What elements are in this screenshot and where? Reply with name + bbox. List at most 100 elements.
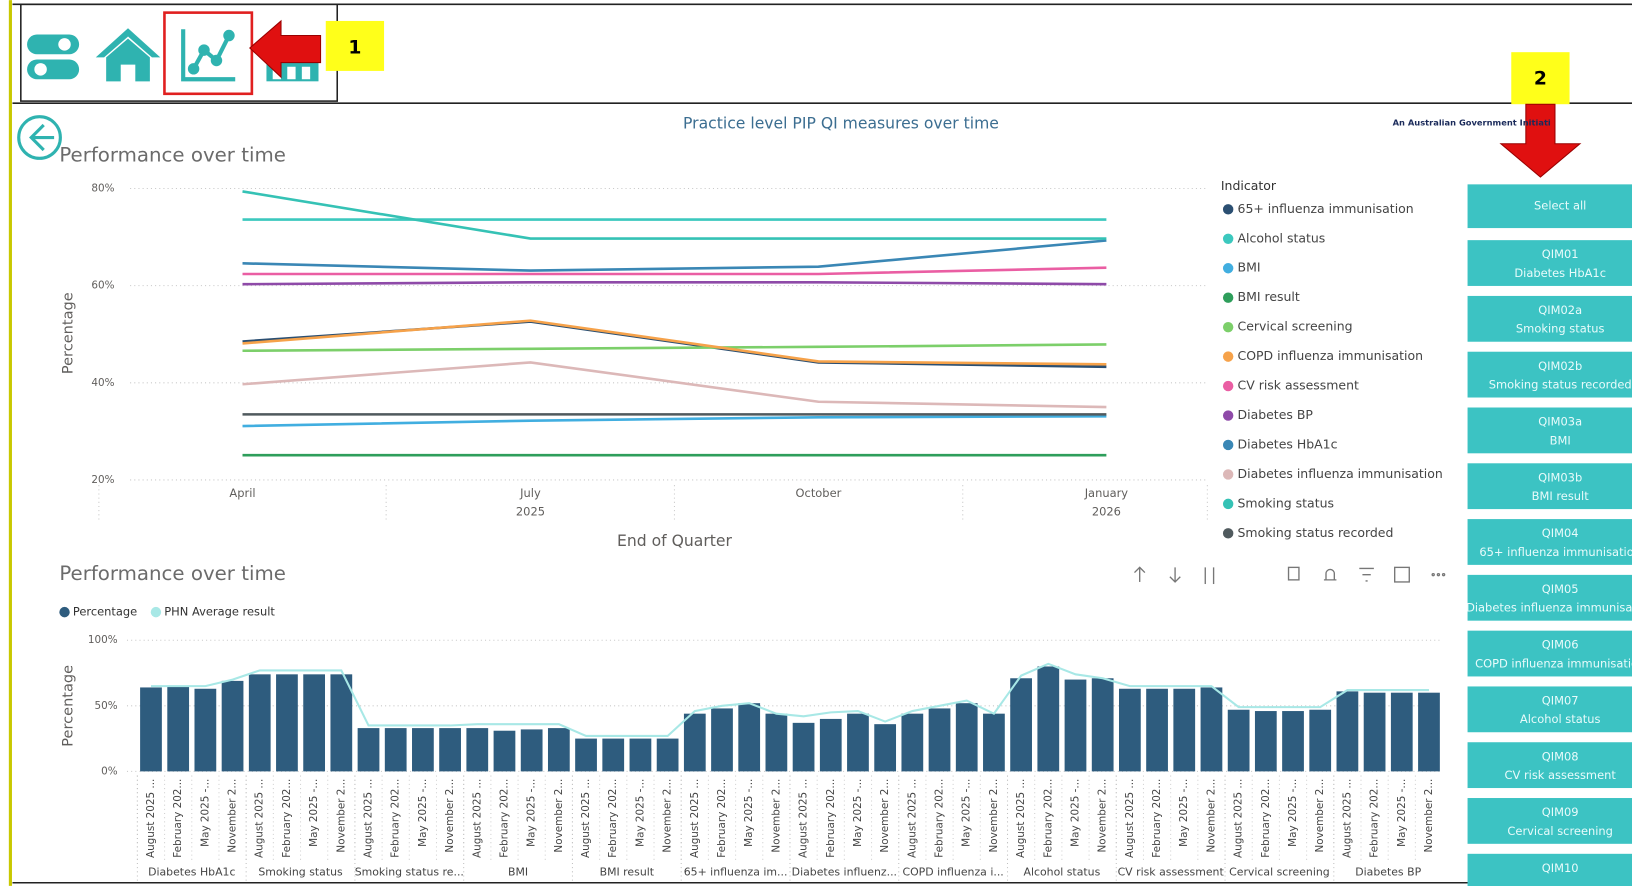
series-line xyxy=(242,239,1107,272)
group-label: Cervical screening xyxy=(1229,865,1330,878)
legend-label: COPD influenza immunisation xyxy=(1238,348,1424,363)
bar xyxy=(547,728,570,772)
button-label: Select all xyxy=(1534,199,1586,213)
slicer-button[interactable]: Select all xyxy=(1467,184,1632,229)
legend-title: Indicator xyxy=(1221,178,1277,193)
button-background xyxy=(1467,184,1632,229)
callout-label: 1 xyxy=(348,38,361,59)
legend-marker xyxy=(1222,439,1234,451)
x-tick-label: February 202... xyxy=(390,779,402,858)
x-tick-label: May 2025 -... xyxy=(743,779,755,847)
slicer-button[interactable]: QIM02b Smoking status recorded xyxy=(1467,351,1632,398)
legend-label: BMI xyxy=(1238,260,1261,275)
button-label: COPD influenza immunisation xyxy=(1475,656,1632,670)
x-tick-label: November 2... xyxy=(1205,779,1217,853)
button-code: QIM08 xyxy=(1542,749,1579,763)
slicer-button[interactable]: QIM01 Diabetes HbA1c xyxy=(1467,240,1632,286)
group-label: Diabetes BP xyxy=(1355,865,1421,878)
callout-box-1 xyxy=(325,20,385,71)
button-code: QIM03b xyxy=(1538,470,1582,484)
slicer-button[interactable]: QIM04 65+ influenza immunisation xyxy=(1467,519,1632,565)
legend-marker xyxy=(1222,292,1234,303)
button-label: BMI result xyxy=(1532,489,1590,503)
bar xyxy=(711,708,733,772)
bar xyxy=(1010,678,1032,772)
bar xyxy=(221,680,244,772)
legend-label: Diabetes HbA1c xyxy=(1238,436,1338,451)
slicer-button[interactable]: QIM02a Smoking status xyxy=(1467,295,1632,342)
back-button[interactable] xyxy=(17,115,62,160)
x-tick-label: August 2025 ... xyxy=(1124,779,1136,858)
home-icon[interactable] xyxy=(95,28,161,82)
group-label: CV risk assessment xyxy=(1118,865,1225,878)
button-background xyxy=(1467,742,1632,789)
slicer-button[interactable]: QIM06 COPD influenza immunisation xyxy=(1467,630,1632,677)
group-label: Diabetes HbA1c xyxy=(148,865,235,878)
logo-text: An Australian Government Initiati xyxy=(1393,117,1551,127)
bar xyxy=(928,708,951,772)
x-tick-label: May 2025 -... xyxy=(1178,779,1190,847)
x-tick-label: February 202... xyxy=(934,779,946,858)
bar xyxy=(656,738,679,772)
x-tick-label: May 2025 -... xyxy=(1287,779,1299,847)
button-label: 65+ influenza immunisation xyxy=(1479,545,1632,559)
group-label: BMI xyxy=(508,865,528,878)
y-axis-label: Percentage xyxy=(60,665,77,747)
legend-label: BMI result xyxy=(1238,289,1300,304)
report-title: Practice level PIP QI measures over time xyxy=(683,114,999,132)
bar xyxy=(248,674,271,772)
slicer-button[interactable]: QIM10 xyxy=(1467,853,1632,886)
button-label: BMI xyxy=(1550,433,1571,447)
line-chart-icon[interactable] xyxy=(181,29,236,82)
x-tick-label: February 202... xyxy=(1260,779,1272,858)
button-code: QIM10 xyxy=(1542,861,1579,875)
button-label: CV risk assessment xyxy=(1505,768,1617,782)
x-tick-label: May 2025 -... xyxy=(634,779,646,847)
series-line xyxy=(242,415,1107,428)
bar xyxy=(1309,709,1332,772)
slicer-button[interactable]: QIM08 CV risk assessment xyxy=(1467,742,1632,789)
series-line xyxy=(242,190,1107,240)
series-line xyxy=(242,343,1107,353)
bar xyxy=(683,713,706,772)
legend-marker xyxy=(1222,233,1234,244)
slicer-button[interactable]: QIM09 Cervical screening xyxy=(1467,798,1632,844)
slicer-button[interactable]: QIM03a BMI xyxy=(1467,407,1632,454)
x-tick-label: November 2... xyxy=(553,779,565,853)
y-tick-label: 60% xyxy=(91,280,114,292)
toggle-icon[interactable] xyxy=(27,34,80,80)
x-tick-label: November 2... xyxy=(444,779,456,853)
y-tick-label: 20% xyxy=(91,474,114,486)
bar xyxy=(874,724,897,772)
bar xyxy=(629,738,652,772)
legend-marker xyxy=(1222,528,1234,539)
bar xyxy=(384,728,407,772)
x-tick-label: February 202... xyxy=(825,779,837,858)
x-tick-sublabel: 2026 xyxy=(1092,505,1121,519)
slicer-button[interactable]: QIM07 Alcohol status xyxy=(1467,686,1632,733)
series-line xyxy=(242,319,1107,366)
x-tick-label: May 2025 -... xyxy=(308,779,320,847)
visual-header-icons[interactable] xyxy=(1134,566,1446,585)
slicer-button[interactable]: QIM05 Diabetes influenza immunisation xyxy=(1466,574,1632,621)
x-tick-label: May 2025 -... xyxy=(526,779,538,847)
button-code: QIM02a xyxy=(1538,303,1582,317)
bar xyxy=(765,713,788,772)
button-background xyxy=(1467,519,1632,565)
slicer-button[interactable]: QIM03b BMI result xyxy=(1467,463,1632,510)
bar xyxy=(847,713,869,772)
x-tick-label: August 2025 ... xyxy=(254,779,266,858)
bar xyxy=(1418,692,1440,772)
x-tick-label: November 2... xyxy=(662,779,674,853)
button-code: QIM01 xyxy=(1542,247,1579,261)
bar xyxy=(1173,688,1196,772)
callout-arrow-2 xyxy=(1499,103,1582,178)
chart-title: Performance over time xyxy=(59,562,286,585)
bar xyxy=(357,728,380,772)
x-tick-label: August 2025 ... xyxy=(145,779,157,858)
y-tick-label: 80% xyxy=(91,183,114,195)
bar xyxy=(1091,678,1114,772)
x-tick-label: May 2025 -... xyxy=(852,779,864,847)
legend-marker xyxy=(1222,263,1234,274)
